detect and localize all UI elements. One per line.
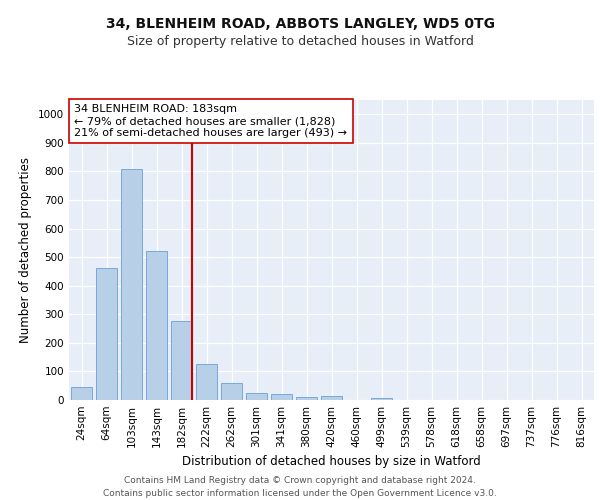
Text: 34 BLENHEIM ROAD: 183sqm
← 79% of detached houses are smaller (1,828)
21% of sem: 34 BLENHEIM ROAD: 183sqm ← 79% of detach… [74,104,347,138]
Bar [221,384,242,400]
Text: Contains public sector information licensed under the Open Government Licence v3: Contains public sector information licen… [103,489,497,498]
Bar [171,322,192,400]
Bar [96,268,117,400]
Bar [321,396,342,400]
Y-axis label: Number of detached properties: Number of detached properties [19,157,32,343]
Text: Contains HM Land Registry data © Crown copyright and database right 2024.: Contains HM Land Registry data © Crown c… [124,476,476,485]
Text: Size of property relative to detached houses in Watford: Size of property relative to detached ho… [127,35,473,48]
Text: 34, BLENHEIM ROAD, ABBOTS LANGLEY, WD5 0TG: 34, BLENHEIM ROAD, ABBOTS LANGLEY, WD5 0… [106,18,494,32]
Bar [271,394,292,400]
Bar [146,252,167,400]
Bar [196,364,217,400]
Bar [246,393,267,400]
Bar [296,396,317,400]
Bar [121,168,142,400]
Bar [371,398,392,400]
Bar [71,387,92,400]
X-axis label: Distribution of detached houses by size in Watford: Distribution of detached houses by size … [182,456,481,468]
